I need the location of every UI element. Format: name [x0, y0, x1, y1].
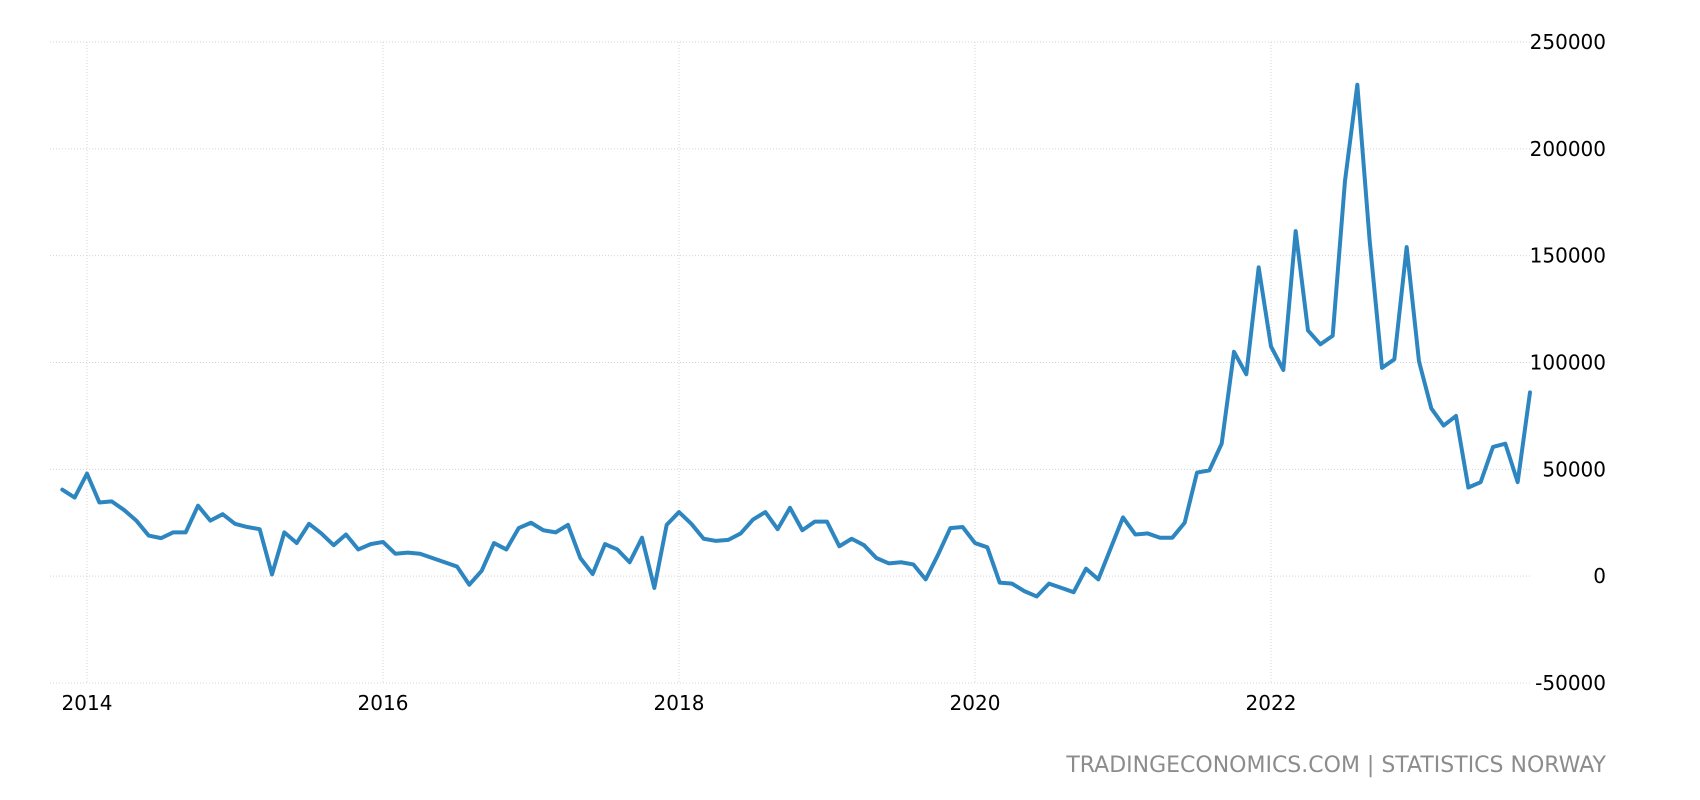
x-tick-label: 2018: [654, 691, 705, 715]
x-tick-label: 2014: [62, 691, 113, 715]
x-tick-label: 2022: [1246, 691, 1297, 715]
y-tick-label: -50000: [1535, 671, 1606, 695]
series-line: [60, 82, 1532, 599]
y-tick-label: 100000: [1530, 351, 1606, 375]
y-tick-label: 150000: [1530, 244, 1606, 268]
y-tick-label: 250000: [1530, 30, 1606, 54]
y-tick-label: 0: [1593, 564, 1606, 588]
source-note: TRADINGECONOMICS.COM | STATISTICS NORWAY: [1065, 753, 1606, 778]
series-layer: [60, 82, 1532, 599]
y-axis-labels: 250000 200000 150000 100000 50000 0 -50000: [1530, 30, 1606, 695]
y-tick-label: 50000: [1542, 457, 1606, 481]
x-tick-label: 2020: [950, 691, 1001, 715]
grid: [50, 41, 1530, 684]
y-tick-label: 200000: [1530, 137, 1606, 161]
x-axis-labels: 2014 2016 2018 2020 2022: [62, 691, 1297, 715]
x-tick-label: 2016: [358, 691, 409, 715]
